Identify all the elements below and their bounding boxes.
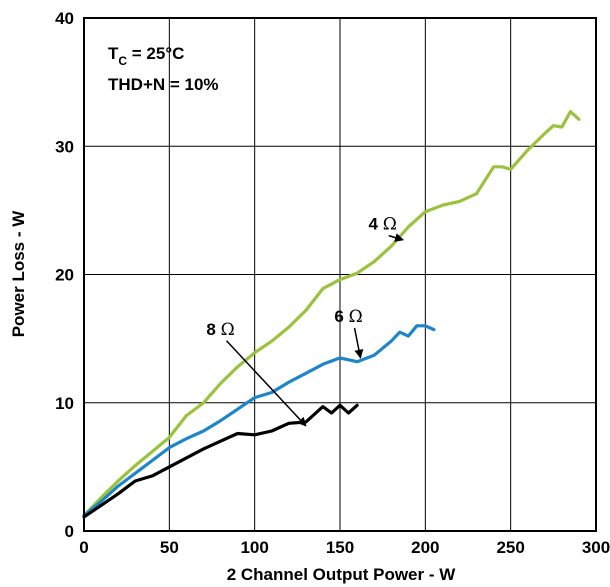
x-tick-label: 200 — [411, 538, 439, 557]
tick-labels: 0 50 100 150 200 250 300 0 10 20 30 40 — [55, 9, 610, 557]
y-tick-label: 20 — [55, 266, 74, 285]
x-tick-label: 300 — [582, 538, 610, 557]
series-arrow-0 — [388, 233, 405, 242]
x-axis-label: 2 Channel Output Power - W — [227, 565, 457, 584]
series-line-1 — [82, 324, 436, 518]
x-tick-label: 0 — [79, 538, 88, 557]
y-tick-label: 40 — [55, 9, 74, 28]
x-tick-label: 50 — [160, 538, 179, 557]
series-label-1: 6 Ω — [334, 307, 362, 327]
chart-grid — [84, 18, 596, 531]
series-arrow-2 — [225, 340, 307, 427]
x-tick-label: 250 — [496, 538, 524, 557]
y-tick-label: 10 — [55, 394, 74, 413]
chart-series — [82, 110, 581, 519]
x-tick-label: 150 — [326, 538, 354, 557]
series-label-2: 8 Ω — [206, 320, 234, 340]
series-line-2 — [82, 403, 359, 519]
chart-annotations: 4 Ω 6 Ω 8 Ω — [206, 215, 405, 427]
case-temperature-label: TC = 25°C — [108, 44, 184, 68]
y-tick-label: 30 — [55, 137, 74, 156]
plot-frame — [83, 17, 597, 532]
series-label-0: 4 Ω — [369, 215, 397, 235]
thd-condition-label: THD+N = 10% — [108, 75, 219, 94]
y-axis-label: Power Loss - W — [9, 210, 28, 338]
x-tick-label: 100 — [240, 538, 268, 557]
y-tick-label: 0 — [65, 522, 74, 541]
series-arrow-1 — [353, 327, 364, 359]
series-line-0 — [82, 110, 581, 518]
